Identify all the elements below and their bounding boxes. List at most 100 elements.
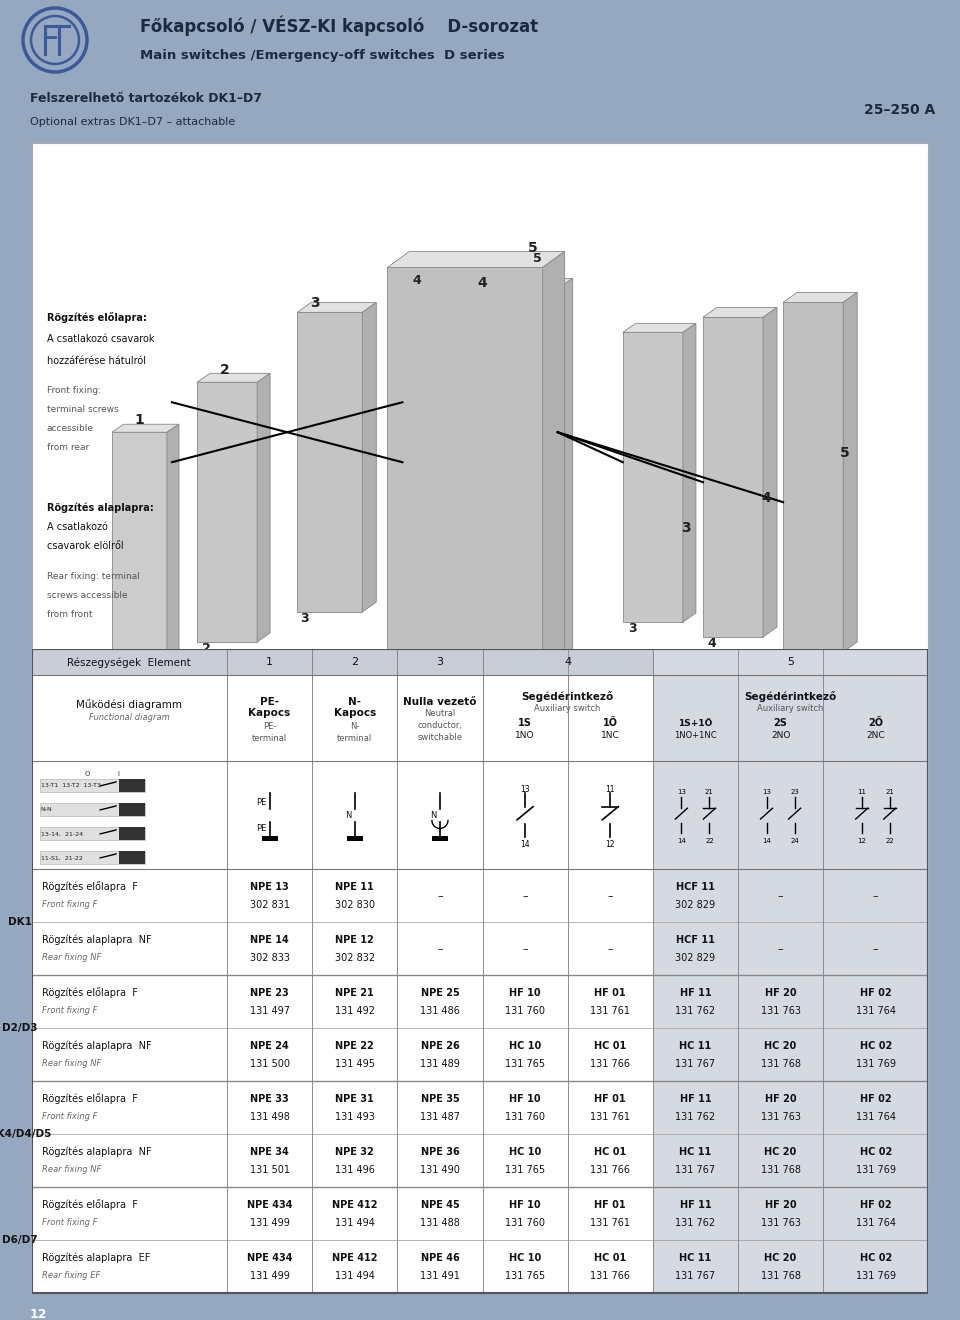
Bar bbox=[32, 923, 227, 975]
Bar bbox=[39, 779, 145, 792]
Bar bbox=[397, 923, 483, 975]
Text: 21: 21 bbox=[705, 789, 714, 795]
Bar bbox=[738, 676, 823, 762]
Bar bbox=[227, 1028, 312, 1081]
Bar bbox=[738, 1134, 823, 1188]
Text: terminal: terminal bbox=[252, 734, 287, 743]
Bar bbox=[738, 1241, 823, 1294]
Bar bbox=[32, 1028, 227, 1081]
Text: 131 763: 131 763 bbox=[760, 1111, 801, 1122]
Text: 5: 5 bbox=[533, 252, 541, 265]
Text: Rögzítés előlapra:: Rögzítés előlapra: bbox=[47, 313, 147, 323]
Bar bbox=[823, 762, 928, 870]
Text: 131 491: 131 491 bbox=[420, 1271, 460, 1280]
Bar bbox=[347, 837, 363, 841]
Bar bbox=[567, 1028, 653, 1081]
Text: N-: N- bbox=[350, 722, 359, 731]
Text: 1: 1 bbox=[134, 413, 144, 428]
Polygon shape bbox=[362, 302, 376, 612]
Text: 131 490: 131 490 bbox=[420, 1166, 460, 1175]
Bar bbox=[483, 1241, 567, 1294]
Bar bbox=[397, 1081, 483, 1134]
Text: NPE 34: NPE 34 bbox=[251, 1147, 289, 1156]
Text: NPE 23: NPE 23 bbox=[251, 987, 289, 998]
Text: Rögzítés alaplapra:: Rögzítés alaplapra: bbox=[47, 502, 154, 512]
Text: NPE 11: NPE 11 bbox=[335, 882, 374, 892]
Bar bbox=[111, 432, 167, 661]
Text: 131 760: 131 760 bbox=[505, 1218, 545, 1228]
Text: 131 497: 131 497 bbox=[250, 1006, 290, 1016]
Text: Segédérintkező: Segédérintkező bbox=[744, 690, 837, 702]
Text: 2NC: 2NC bbox=[867, 731, 885, 741]
Bar bbox=[312, 762, 397, 870]
Text: 131 500: 131 500 bbox=[250, 1059, 290, 1069]
Text: switchable: switchable bbox=[418, 733, 463, 742]
Bar bbox=[227, 975, 312, 1028]
Text: N-: N- bbox=[348, 697, 361, 708]
Polygon shape bbox=[197, 374, 270, 383]
Text: HF 11: HF 11 bbox=[680, 1200, 711, 1210]
Text: HF 01: HF 01 bbox=[594, 987, 626, 998]
Bar bbox=[262, 837, 277, 841]
Text: 4: 4 bbox=[564, 657, 571, 668]
Bar bbox=[653, 975, 738, 1028]
Text: 13-14,  21-24: 13-14, 21-24 bbox=[40, 832, 83, 837]
Text: –: – bbox=[522, 891, 528, 902]
Bar bbox=[227, 649, 312, 676]
Text: 4: 4 bbox=[413, 275, 421, 288]
Text: 2: 2 bbox=[202, 642, 211, 655]
Bar bbox=[653, 1188, 738, 1241]
Text: NPE 35: NPE 35 bbox=[420, 1094, 459, 1104]
Text: 5: 5 bbox=[791, 652, 800, 665]
Text: 5: 5 bbox=[840, 446, 850, 461]
Text: 11: 11 bbox=[606, 784, 615, 793]
Bar bbox=[312, 676, 397, 762]
Text: NPE 45: NPE 45 bbox=[420, 1200, 459, 1210]
Text: Rögzítés alaplapra  EF: Rögzítés alaplapra EF bbox=[41, 1253, 150, 1263]
Text: 3: 3 bbox=[437, 657, 444, 668]
Text: conductor,: conductor, bbox=[418, 721, 463, 730]
Polygon shape bbox=[298, 302, 376, 313]
Text: Auxiliary switch: Auxiliary switch bbox=[757, 704, 824, 713]
Text: 2S: 2S bbox=[774, 718, 787, 729]
Bar bbox=[567, 762, 653, 870]
Bar bbox=[738, 1081, 823, 1134]
Text: 131 760: 131 760 bbox=[505, 1006, 545, 1016]
Text: from rear: from rear bbox=[47, 444, 89, 453]
Text: 302 832: 302 832 bbox=[335, 953, 374, 964]
Text: 11: 11 bbox=[857, 789, 866, 795]
Text: 3: 3 bbox=[681, 521, 690, 535]
Text: 2Ő: 2Ő bbox=[868, 718, 883, 729]
Text: HCF 11: HCF 11 bbox=[676, 935, 715, 945]
Text: HC 20: HC 20 bbox=[764, 1041, 797, 1051]
Text: HF 20: HF 20 bbox=[765, 1094, 797, 1104]
Text: 131 488: 131 488 bbox=[420, 1218, 460, 1228]
Text: HC 10: HC 10 bbox=[509, 1253, 541, 1263]
Text: 131 769: 131 769 bbox=[855, 1059, 896, 1069]
Bar bbox=[397, 1241, 483, 1294]
Text: D2/D3: D2/D3 bbox=[2, 1023, 37, 1034]
Text: 131 769: 131 769 bbox=[855, 1166, 896, 1175]
Bar bbox=[397, 676, 483, 762]
Bar bbox=[653, 1081, 738, 1134]
Bar bbox=[227, 676, 312, 762]
Text: from front: from front bbox=[47, 610, 92, 619]
Text: 1Ő: 1Ő bbox=[603, 718, 617, 729]
Text: 23: 23 bbox=[790, 789, 799, 795]
Text: PE: PE bbox=[256, 824, 267, 833]
Text: 3: 3 bbox=[300, 612, 309, 626]
Bar bbox=[227, 923, 312, 975]
Bar bbox=[567, 1081, 653, 1134]
Text: 131 762: 131 762 bbox=[675, 1218, 715, 1228]
Text: PE: PE bbox=[256, 797, 267, 807]
Text: 131 494: 131 494 bbox=[335, 1218, 374, 1228]
Bar bbox=[567, 1241, 653, 1294]
Text: 131 489: 131 489 bbox=[420, 1059, 460, 1069]
Polygon shape bbox=[402, 279, 573, 293]
Bar bbox=[312, 1081, 397, 1134]
Text: HF 20: HF 20 bbox=[765, 987, 797, 998]
Text: 131 496: 131 496 bbox=[335, 1166, 374, 1175]
Bar bbox=[312, 649, 397, 676]
Text: Működési diagramm: Működési diagramm bbox=[77, 700, 182, 710]
Text: 12: 12 bbox=[30, 1308, 47, 1320]
